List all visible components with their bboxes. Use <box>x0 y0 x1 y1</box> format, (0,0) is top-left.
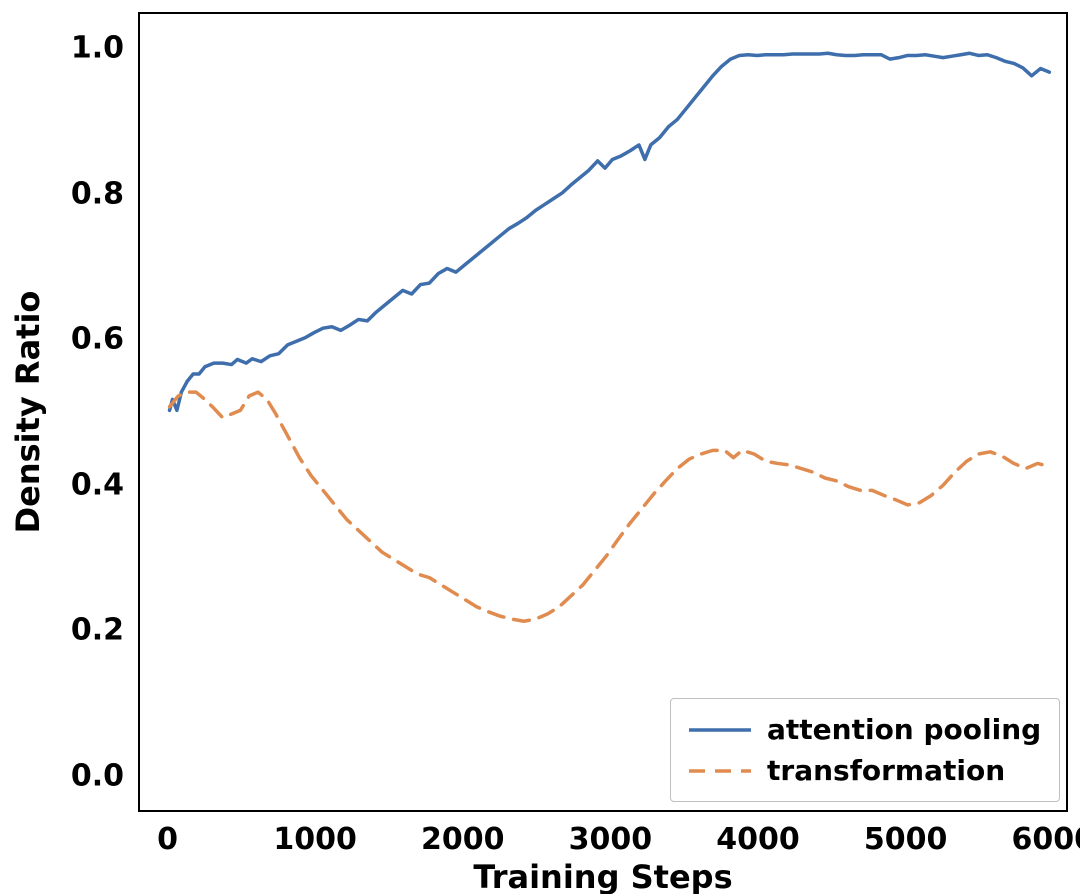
x-tick-label: 6000 <box>1011 822 1080 857</box>
legend-entry: transformation <box>687 750 1043 791</box>
x-tick-label: 4000 <box>716 822 800 857</box>
legend-label: attention pooling <box>767 713 1041 746</box>
legend-label: transformation <box>767 754 1005 787</box>
legend-swatch <box>687 719 753 741</box>
x-tick-label: 2000 <box>421 822 505 857</box>
legend-entry: attention pooling <box>687 709 1043 750</box>
series-line-1 <box>170 392 1050 621</box>
x-tick-label: 5000 <box>864 822 948 857</box>
y-axis-label: Density Ratio <box>9 291 47 534</box>
chart-figure: attention pooling transformation 0.0 0.2 0.… <box>0 0 1080 894</box>
legend-swatch <box>687 760 753 782</box>
y-tick-label: 0.0 <box>0 758 124 793</box>
plot-area: attention pooling transformation <box>138 12 1068 812</box>
y-tick-label: 0.2 <box>0 613 124 648</box>
y-tick-label: 0.8 <box>0 176 124 211</box>
x-tick-label: 3000 <box>569 822 653 857</box>
y-tick-label: 1.0 <box>0 31 124 66</box>
x-tick-label: 1000 <box>273 822 357 857</box>
series-svg <box>140 14 1070 814</box>
x-axis-label: Training Steps <box>473 858 732 894</box>
x-tick-label: 0 <box>157 822 178 857</box>
legend: attention pooling transformation <box>670 698 1060 802</box>
series-line-0 <box>170 53 1050 410</box>
